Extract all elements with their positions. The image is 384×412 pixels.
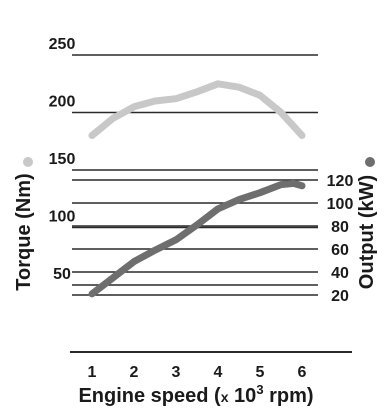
left-axis-ticks: 50 100 150 200 250 — [49, 36, 76, 283]
x-axis-ticks: 1 2 3 4 5 6 — [88, 364, 307, 381]
x-axis-title-prefix: Engine speed ( — [78, 385, 221, 407]
x-axis-title-multiplier: x — [221, 389, 229, 405]
y-left-tick-200: 200 — [49, 94, 76, 111]
torque-curve — [88, 80, 306, 139]
y-left-tick-150: 150 — [49, 151, 76, 168]
y-right-tick-80: 80 — [331, 219, 349, 236]
x-tick-2: 2 — [130, 364, 139, 381]
y-left-tick-100: 100 — [49, 209, 76, 226]
x-tick-5: 5 — [256, 364, 265, 381]
y-right-axis-title: Output (kW) — [356, 175, 378, 289]
output-curve — [88, 179, 306, 298]
y-left-tick-250: 250 — [49, 36, 76, 53]
x-tick-6: 6 — [298, 364, 307, 381]
x-tick-4: 4 — [214, 364, 223, 381]
torque-legend-marker — [23, 157, 33, 167]
x-axis-title: Engine speed (x 103 rpm) — [78, 382, 313, 407]
right-axis-ticks: 20 40 60 80 100 120 — [327, 173, 354, 305]
y-right-tick-40: 40 — [331, 265, 349, 282]
x-axis-title-suffix: rpm) — [264, 385, 314, 407]
x-tick-3: 3 — [172, 364, 181, 381]
y-right-tick-60: 60 — [331, 242, 349, 259]
x-tick-1: 1 — [88, 364, 97, 381]
y-right-tick-100: 100 — [327, 196, 354, 213]
y-left-axis-title: Torque (Nm) — [13, 173, 35, 290]
x-axis-title-exponent: 3 — [256, 382, 263, 397]
series-lines — [88, 80, 306, 298]
y-left-tick-50: 50 — [53, 266, 71, 283]
x-axis-title-base: 10 — [229, 385, 257, 407]
y-right-tick-20: 20 — [331, 288, 349, 305]
output-legend-marker — [365, 157, 375, 167]
y-right-tick-120: 120 — [327, 173, 354, 190]
